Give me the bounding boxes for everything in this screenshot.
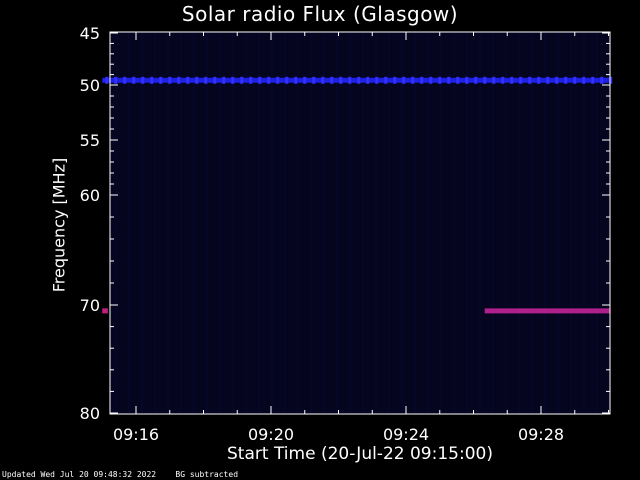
feature-band-dot	[231, 76, 235, 84]
feature-band-dot	[519, 76, 523, 84]
feature-band-dot	[303, 76, 307, 84]
feature-band-dot	[114, 76, 118, 84]
feature-band-dot	[330, 76, 334, 84]
feature-band-dot	[537, 76, 541, 84]
feature-band-dot	[609, 76, 613, 84]
y-tick-label: 70	[80, 296, 100, 315]
feature-band-dot	[240, 76, 244, 84]
feature-band-dot	[474, 76, 478, 84]
feature-band-dot	[429, 76, 433, 84]
plot-background	[110, 32, 610, 414]
feature-band-0	[102, 77, 610, 83]
y-tick-label: 45	[80, 24, 100, 43]
feature-band-dot	[204, 76, 208, 84]
x-axis-label: Start Time (20-Jul-22 09:15:00)	[227, 444, 493, 464]
feature-band-dot	[492, 76, 496, 84]
y-tick-label: 80	[80, 404, 100, 423]
feature-band-dot	[339, 76, 343, 84]
feature-band-dot	[285, 76, 289, 84]
feature-band-dot	[258, 76, 262, 84]
feature-band-dot	[213, 76, 217, 84]
feature-band-dot	[528, 76, 532, 84]
y-tick-label: 55	[80, 131, 100, 150]
feature-band-dot	[573, 76, 577, 84]
feature-band-dot	[105, 76, 109, 84]
feature-band-dot	[348, 76, 352, 84]
plot-frame	[109, 31, 611, 415]
feature-band-dot	[420, 76, 424, 84]
feature-band-dot	[195, 76, 199, 84]
feature-band-dot	[357, 76, 361, 84]
feature-band-1	[484, 308, 610, 314]
feature-band-dot	[366, 76, 370, 84]
chart-title: Solar radio Flux (Glasgow)	[181, 2, 459, 26]
x-tick-label: 09:20	[248, 425, 294, 444]
feature-band-dot	[375, 76, 379, 84]
feature-band-dot	[267, 76, 271, 84]
feature-band-dot	[411, 76, 415, 84]
feature-band-dot	[402, 76, 406, 84]
feature-band-dot	[141, 76, 145, 84]
feature-band-dot	[249, 76, 253, 84]
bg-subtracted-note: BG subtracted	[175, 470, 239, 479]
feature-band-dot	[123, 76, 127, 84]
feature-band-dot	[294, 76, 298, 84]
feature-band-dot	[582, 76, 586, 84]
feature-band-dot	[447, 76, 451, 84]
footer-status: Updated Wed Jul 20 09:48:32 2022 BG subt…	[2, 470, 238, 479]
updated-timestamp: Updated Wed Jul 20 09:48:32 2022	[2, 470, 157, 479]
feature-band-dot	[168, 76, 172, 84]
y-axis-label: Frequency [MHz]	[49, 157, 69, 293]
feature-band-dot	[438, 76, 442, 84]
feature-band-dot	[276, 76, 280, 84]
feature-band-dot	[591, 76, 595, 84]
x-tick-label: 09:24	[383, 425, 429, 444]
feature-band-dot	[483, 76, 487, 84]
x-tick-label: 09:16	[113, 425, 159, 444]
y-tick-label: 60	[80, 186, 100, 205]
feature-band-dot	[150, 76, 154, 84]
feature-band-dot	[321, 76, 325, 84]
feature-band-dot	[186, 76, 190, 84]
feature-band-dot	[501, 76, 505, 84]
x-tick-label: 09:28	[518, 425, 564, 444]
feature-band-dot	[555, 76, 559, 84]
feature-band-dot	[456, 76, 460, 84]
feature-band-dot	[393, 76, 397, 84]
feature-band-dot	[564, 76, 568, 84]
feature-band-dot	[177, 76, 181, 84]
feature-band-dot	[132, 76, 136, 84]
y-tick-label: 50	[80, 76, 100, 95]
feature-band-dot	[510, 76, 514, 84]
feature-band-2	[102, 308, 108, 314]
feature-band-dot	[546, 76, 550, 84]
feature-band-dot	[222, 76, 226, 84]
feature-band-dot	[600, 76, 604, 84]
feature-band-dot	[465, 76, 469, 84]
feature-band-dot	[312, 76, 316, 84]
feature-band-dot	[159, 76, 163, 84]
feature-band-dot	[384, 76, 388, 84]
